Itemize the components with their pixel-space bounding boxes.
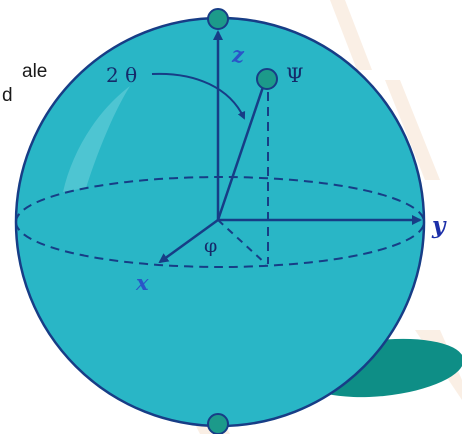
state-point xyxy=(256,68,278,90)
state-projection-ground xyxy=(217,219,267,265)
state-vector xyxy=(216,83,266,221)
x-axis xyxy=(158,218,219,264)
psi-label: Ψ xyxy=(286,63,304,87)
y-axis-label: y xyxy=(431,212,447,239)
text-fragment-line-2: d xyxy=(2,85,13,106)
z-axis-label: z xyxy=(231,42,245,67)
south-pole-point xyxy=(207,413,229,434)
theta-angle-label: 2 θ xyxy=(106,63,137,87)
sphere-highlight xyxy=(63,86,130,192)
x-axis-label: x xyxy=(135,270,149,295)
cropped-text-fragment: ale d xyxy=(0,60,47,108)
equator-front xyxy=(15,221,425,268)
text-fragment-line-1: ale xyxy=(22,61,48,82)
phi-angle-label: φ xyxy=(204,235,217,257)
theta-arc xyxy=(151,72,246,120)
equator-back xyxy=(15,176,425,223)
north-pole-point xyxy=(207,8,229,30)
